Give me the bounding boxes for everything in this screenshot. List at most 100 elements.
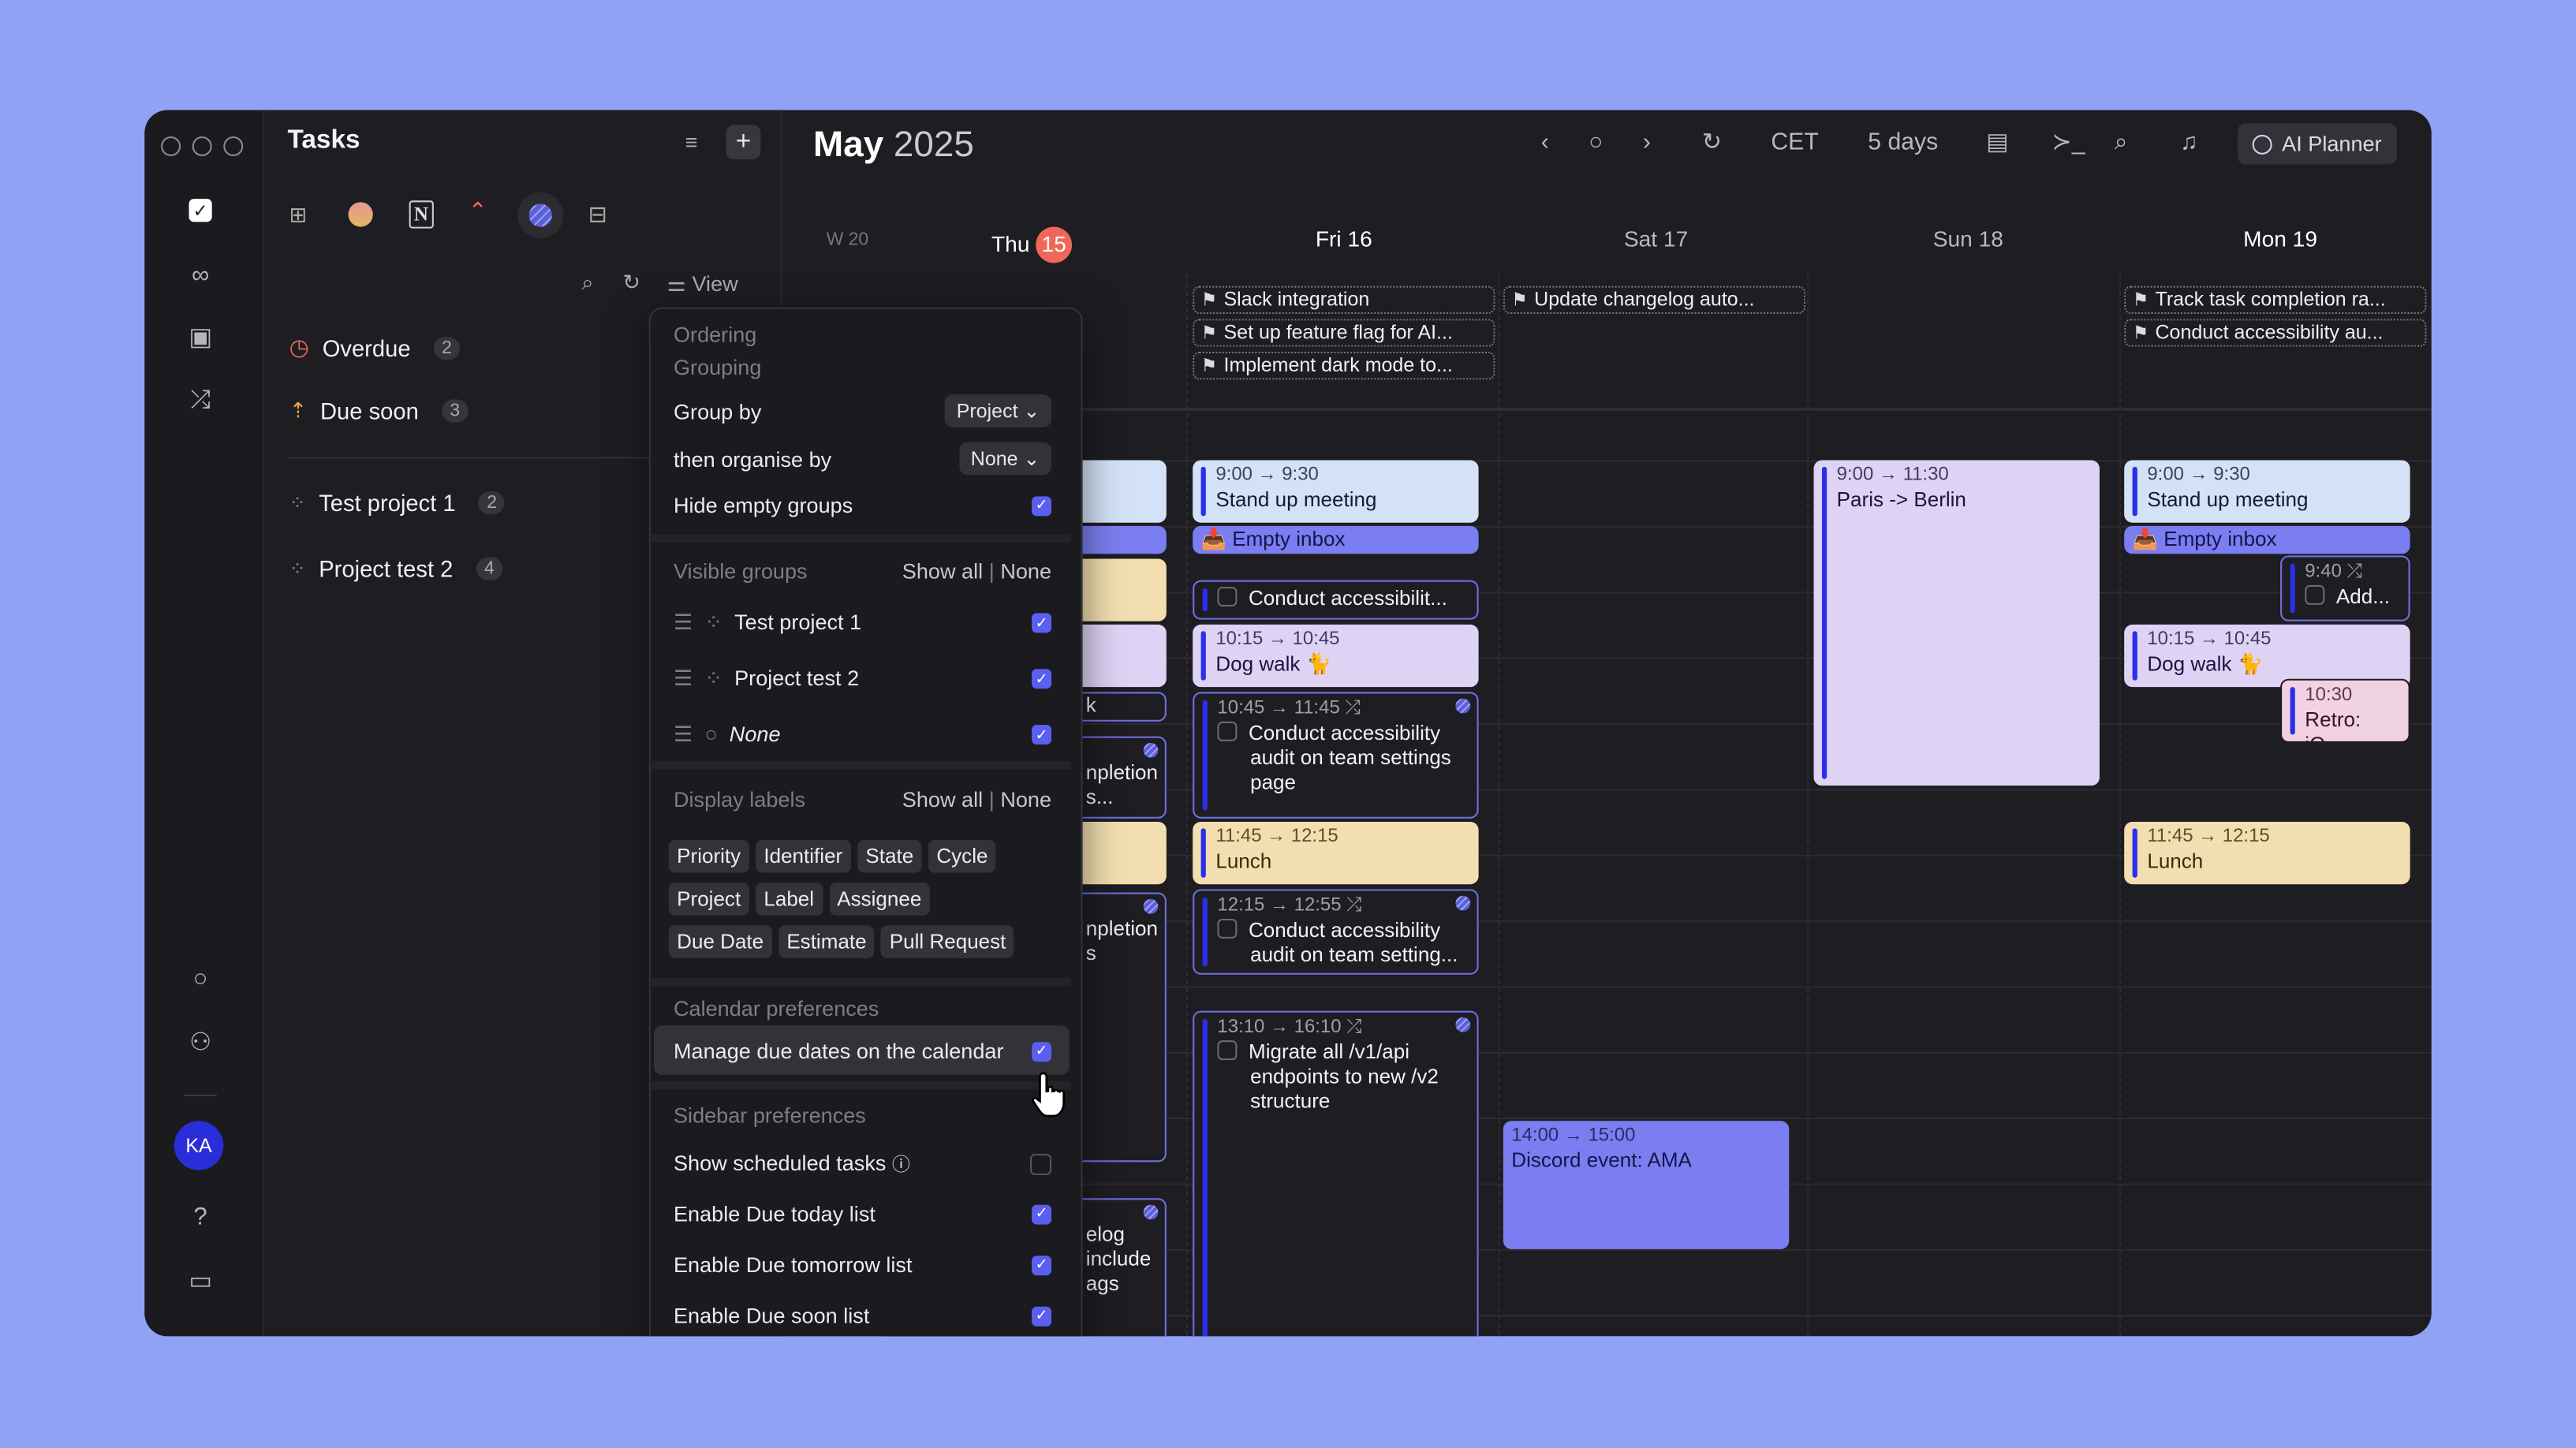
then-organise-select[interactable]: None ⌄ [959, 442, 1052, 476]
refresh-icon[interactable]: ↻ [622, 269, 641, 295]
calendar-event[interactable]: 9:00 → 9:30 Stand up meeting [1193, 460, 1479, 523]
avatar[interactable]: KA [174, 1121, 224, 1170]
none-link[interactable]: None [1000, 558, 1052, 584]
command-icon[interactable]: ≻_ [2051, 129, 2085, 156]
ordering-section[interactable]: Ordering [673, 322, 757, 347]
view-button[interactable]: ⚌ View [666, 271, 738, 297]
label-tag[interactable]: Pull Request [881, 925, 1014, 958]
all-day-task[interactable]: ⚑ Conduct accessibility au... [2124, 319, 2427, 347]
shuffle-icon[interactable]: ⤮ [190, 385, 211, 414]
label-tag[interactable]: Assignee [828, 883, 930, 916]
visible-group-item[interactable]: ☰ ○ None ✓ [673, 721, 1052, 748]
task-block[interactable]: Conduct accessibilit... [1193, 580, 1479, 620]
prev-button[interactable]: ‹ [1540, 129, 1549, 156]
day-header-sun[interactable]: Sun 18 [1932, 226, 2003, 252]
close-window-button[interactable] [161, 136, 181, 156]
sync-icon[interactable]: ↻ [1701, 129, 1723, 156]
none-link[interactable]: None [1000, 787, 1052, 812]
task-block[interactable]: 13:10 → 16:10 ⤮ Migrate all /v1/api endpo… [1193, 1010, 1479, 1337]
smart-list-overdue[interactable]: ◷ Overdue 2 [289, 334, 461, 361]
task-block[interactable]: 12:15 → 12:55 ⤮ Conduct accessibility aud… [1193, 889, 1479, 975]
checkbox-unchecked[interactable] [1029, 1152, 1052, 1175]
label-tag[interactable]: Cycle [928, 839, 996, 873]
task-checkbox[interactable] [1217, 586, 1238, 606]
ai-planner-button[interactable]: AI Planner [2237, 123, 2397, 165]
task-checkbox[interactable] [1217, 1040, 1238, 1061]
label-tag[interactable]: Estimate [778, 925, 875, 958]
calendar-icon[interactable]: ▭ [189, 1267, 212, 1296]
next-button[interactable]: › [1642, 129, 1651, 156]
task-checkbox[interactable] [2305, 584, 2325, 605]
calendar-picker-icon[interactable]: ▤ [1986, 129, 2009, 156]
all-day-task[interactable]: ⚑ Update changelog auto... [1503, 285, 1806, 315]
task-checkbox[interactable] [1217, 721, 1238, 741]
checkbox-checked[interactable]: ✓ [1032, 1305, 1052, 1326]
calendar-event[interactable]: 📥 Empty inbox [2124, 525, 2410, 554]
task-block[interactable]: 10:45 → 11:45 ⤮ Conduct accessibility aud… [1193, 692, 1479, 819]
label-tag[interactable]: Identifier [755, 839, 851, 873]
day-header-fri[interactable]: Fri 16 [1315, 226, 1372, 252]
enable-due-tomorrow-row[interactable]: Enable Due tomorrow list ✓ [674, 1252, 1052, 1277]
enable-due-today-row[interactable]: Enable Due today list ✓ [674, 1201, 1052, 1226]
enable-due-soon-row[interactable]: Enable Due soon list ✓ [674, 1304, 1052, 1328]
calendar-event[interactable]: 9:00 → 9:30 Stand up meeting [2124, 460, 2410, 523]
notion-icon[interactable]: N [409, 200, 434, 229]
filter-icon[interactable]: ≡ [685, 129, 698, 155]
day-header-thu[interactable]: Thu 15 [991, 226, 1073, 263]
apps-grid-icon[interactable]: ⊞ [289, 202, 308, 227]
search-icon[interactable]: ⌕ [581, 269, 594, 295]
label-tag[interactable]: Project [668, 883, 749, 916]
checkbox-checked[interactable]: ✓ [1032, 1255, 1052, 1275]
gradient-circle-icon[interactable] [348, 202, 373, 227]
smart-list-due-soon[interactable]: ⇡ Due soon 3 [289, 397, 469, 424]
label-tag[interactable]: State [857, 839, 922, 873]
clickup-icon[interactable]: ⌃ [468, 197, 488, 224]
checkbox-checked[interactable]: ✓ [1032, 1041, 1052, 1062]
calendar-event[interactable]: 14:00 → 15:00 Discord event: AMA [1503, 1121, 1790, 1249]
show-scheduled-tasks-row[interactable]: Show scheduled tasks ⓘ [674, 1151, 1052, 1177]
checkbox-checked[interactable]: ✓ [1032, 613, 1052, 633]
calendar-event[interactable]: 10:15 → 10:45 Dog walk 🐈 [1193, 624, 1479, 688]
tasks-checkbox-icon[interactable]: ✓ [184, 194, 217, 227]
day-header-mon[interactable]: Mon 19 [2243, 226, 2317, 252]
today-button[interactable]: ○ [1589, 129, 1603, 156]
circle-icon[interactable]: ○ [192, 964, 208, 992]
help-icon[interactable]: ? [193, 1202, 207, 1230]
drag-handle-icon[interactable]: ☰ [673, 610, 693, 635]
range-button[interactable]: 5 days [1868, 129, 1939, 156]
calendar-event[interactable]: 📥 Empty inbox [1193, 525, 1479, 554]
label-tag[interactable]: Label [755, 883, 823, 916]
calendar-event[interactable]: 10:15 → 10:45 Dog walk 🐈 [2124, 624, 2410, 688]
group-by-select[interactable]: Project ⌄ [945, 394, 1052, 427]
habits-loop-icon[interactable]: ∞ [191, 260, 210, 289]
zoom-window-button[interactable] [223, 136, 244, 156]
hide-empty-groups-row[interactable]: Hide empty groups ✓ [674, 493, 1052, 517]
calendar-inbox-icon[interactable]: ▣ [189, 323, 212, 352]
label-tag[interactable]: Due Date [668, 925, 772, 958]
label-tag[interactable]: Priority [668, 839, 749, 873]
minimize-window-button[interactable] [192, 136, 212, 156]
checkbox-checked[interactable]: ✓ [1032, 495, 1052, 516]
drag-handle-icon[interactable]: ☰ [673, 666, 693, 691]
all-day-task[interactable]: ⚑ Slack integration [1193, 285, 1495, 315]
bell-icon[interactable]: ♫ [2180, 129, 2198, 156]
checkbox-checked[interactable]: ✓ [1032, 1204, 1052, 1224]
manage-due-dates-row[interactable]: Manage due dates on the calendar ✓ [674, 1039, 1052, 1063]
calendar-event[interactable]: 11:45 → 12:15 Lunch [2124, 822, 2410, 885]
visible-group-item[interactable]: ☰ ⁘ Project test 2 ✓ [673, 666, 1052, 692]
all-day-task[interactable]: ⚑ Track task completion ra... [2124, 285, 2427, 315]
linear-icon-selected[interactable] [517, 192, 564, 239]
checkbox-checked[interactable]: ✓ [1032, 669, 1052, 689]
timezone-button[interactable]: CET [1771, 129, 1819, 156]
widgets-icon[interactable]: ⊟ [588, 200, 608, 227]
checkbox-checked[interactable]: ✓ [1032, 725, 1052, 745]
team-icon[interactable]: ⚇ [189, 1028, 212, 1058]
drag-handle-icon[interactable]: ☰ [673, 721, 693, 747]
task-block[interactable]: 9:40 ⤮ Add... [2280, 555, 2410, 621]
add-task-button[interactable]: + [726, 125, 761, 160]
task-checkbox[interactable] [1217, 918, 1238, 939]
calendar-event[interactable]: 9:00 → 11:30 Paris -> Berlin [1813, 460, 2100, 786]
